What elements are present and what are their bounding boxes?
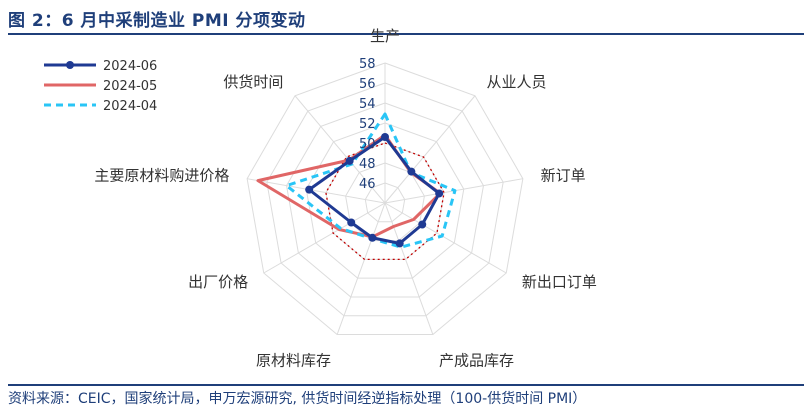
series-point-2024-06 <box>305 185 314 194</box>
series-layer <box>256 112 457 249</box>
series-point-2024-06 <box>407 167 416 176</box>
tick-label: 58 <box>359 57 376 72</box>
grid-spoke <box>263 202 386 274</box>
grid-spoke <box>384 202 507 274</box>
axis-label: 出厂价格 <box>188 273 248 291</box>
series-point-2024-06 <box>368 233 377 242</box>
reference-ring-line <box>325 142 445 261</box>
series-point-2024-06 <box>345 156 354 165</box>
axis-label: 供货时间 <box>223 73 283 91</box>
source-note: 资料来源：CEIC，国家统计局，申万宏源研究, 供货时间经逆指标处理（100-供… <box>8 391 587 407</box>
axis-label: 主要原材料购进价格 <box>94 167 229 185</box>
legend-label: 2024-05 <box>103 79 157 94</box>
grid-ring <box>266 82 504 317</box>
tick-label: 52 <box>359 117 376 132</box>
legend-label: 2024-04 <box>103 99 157 114</box>
reference-ring <box>325 142 445 261</box>
radar-grid <box>246 62 524 336</box>
tick-label: 46 <box>359 177 376 192</box>
grid-spoke <box>294 95 386 204</box>
tick-label: 56 <box>359 77 376 92</box>
series-line-2024-06 <box>307 135 441 245</box>
axis-label: 从业人员 <box>487 73 547 91</box>
series-point-2024-06 <box>418 220 427 229</box>
series-point-2024-06 <box>381 133 389 141</box>
grid-ring <box>246 62 524 336</box>
axis-label: 原材料库存 <box>256 351 331 369</box>
tick-label: 54 <box>359 97 376 112</box>
tick-labels: 46 48 50 52 54 56 58 <box>359 57 376 192</box>
grid-spoke <box>384 202 434 335</box>
series-line-2024-04 <box>285 112 457 249</box>
axis-label: 新出口订单 <box>522 273 597 291</box>
grid-ring <box>285 102 485 298</box>
axis-label: 产成品库存 <box>439 351 514 369</box>
grid-spoke <box>336 202 386 335</box>
footer-divider <box>8 384 804 386</box>
tick-label: 48 <box>359 157 376 172</box>
legend: 2024-06 2024-05 2024-04 <box>44 59 157 114</box>
legend-label: 2024-06 <box>103 59 157 74</box>
axis-label: 生产 <box>370 27 400 45</box>
grid-spoke <box>247 178 386 204</box>
title-divider <box>8 33 804 35</box>
axis-label: 新订单 <box>541 167 586 185</box>
grid-ring <box>364 182 406 223</box>
series-point-2024-06 <box>395 239 404 248</box>
legend-marker <box>66 61 74 69</box>
series-point-2024-06 <box>435 189 444 198</box>
tick-label: 50 <box>359 137 376 152</box>
grid-spoke <box>384 95 476 204</box>
page-title: 图 2：6 月中采制造业 PMI 分项变动 <box>8 11 306 31</box>
series-point-2024-06 <box>347 218 356 227</box>
